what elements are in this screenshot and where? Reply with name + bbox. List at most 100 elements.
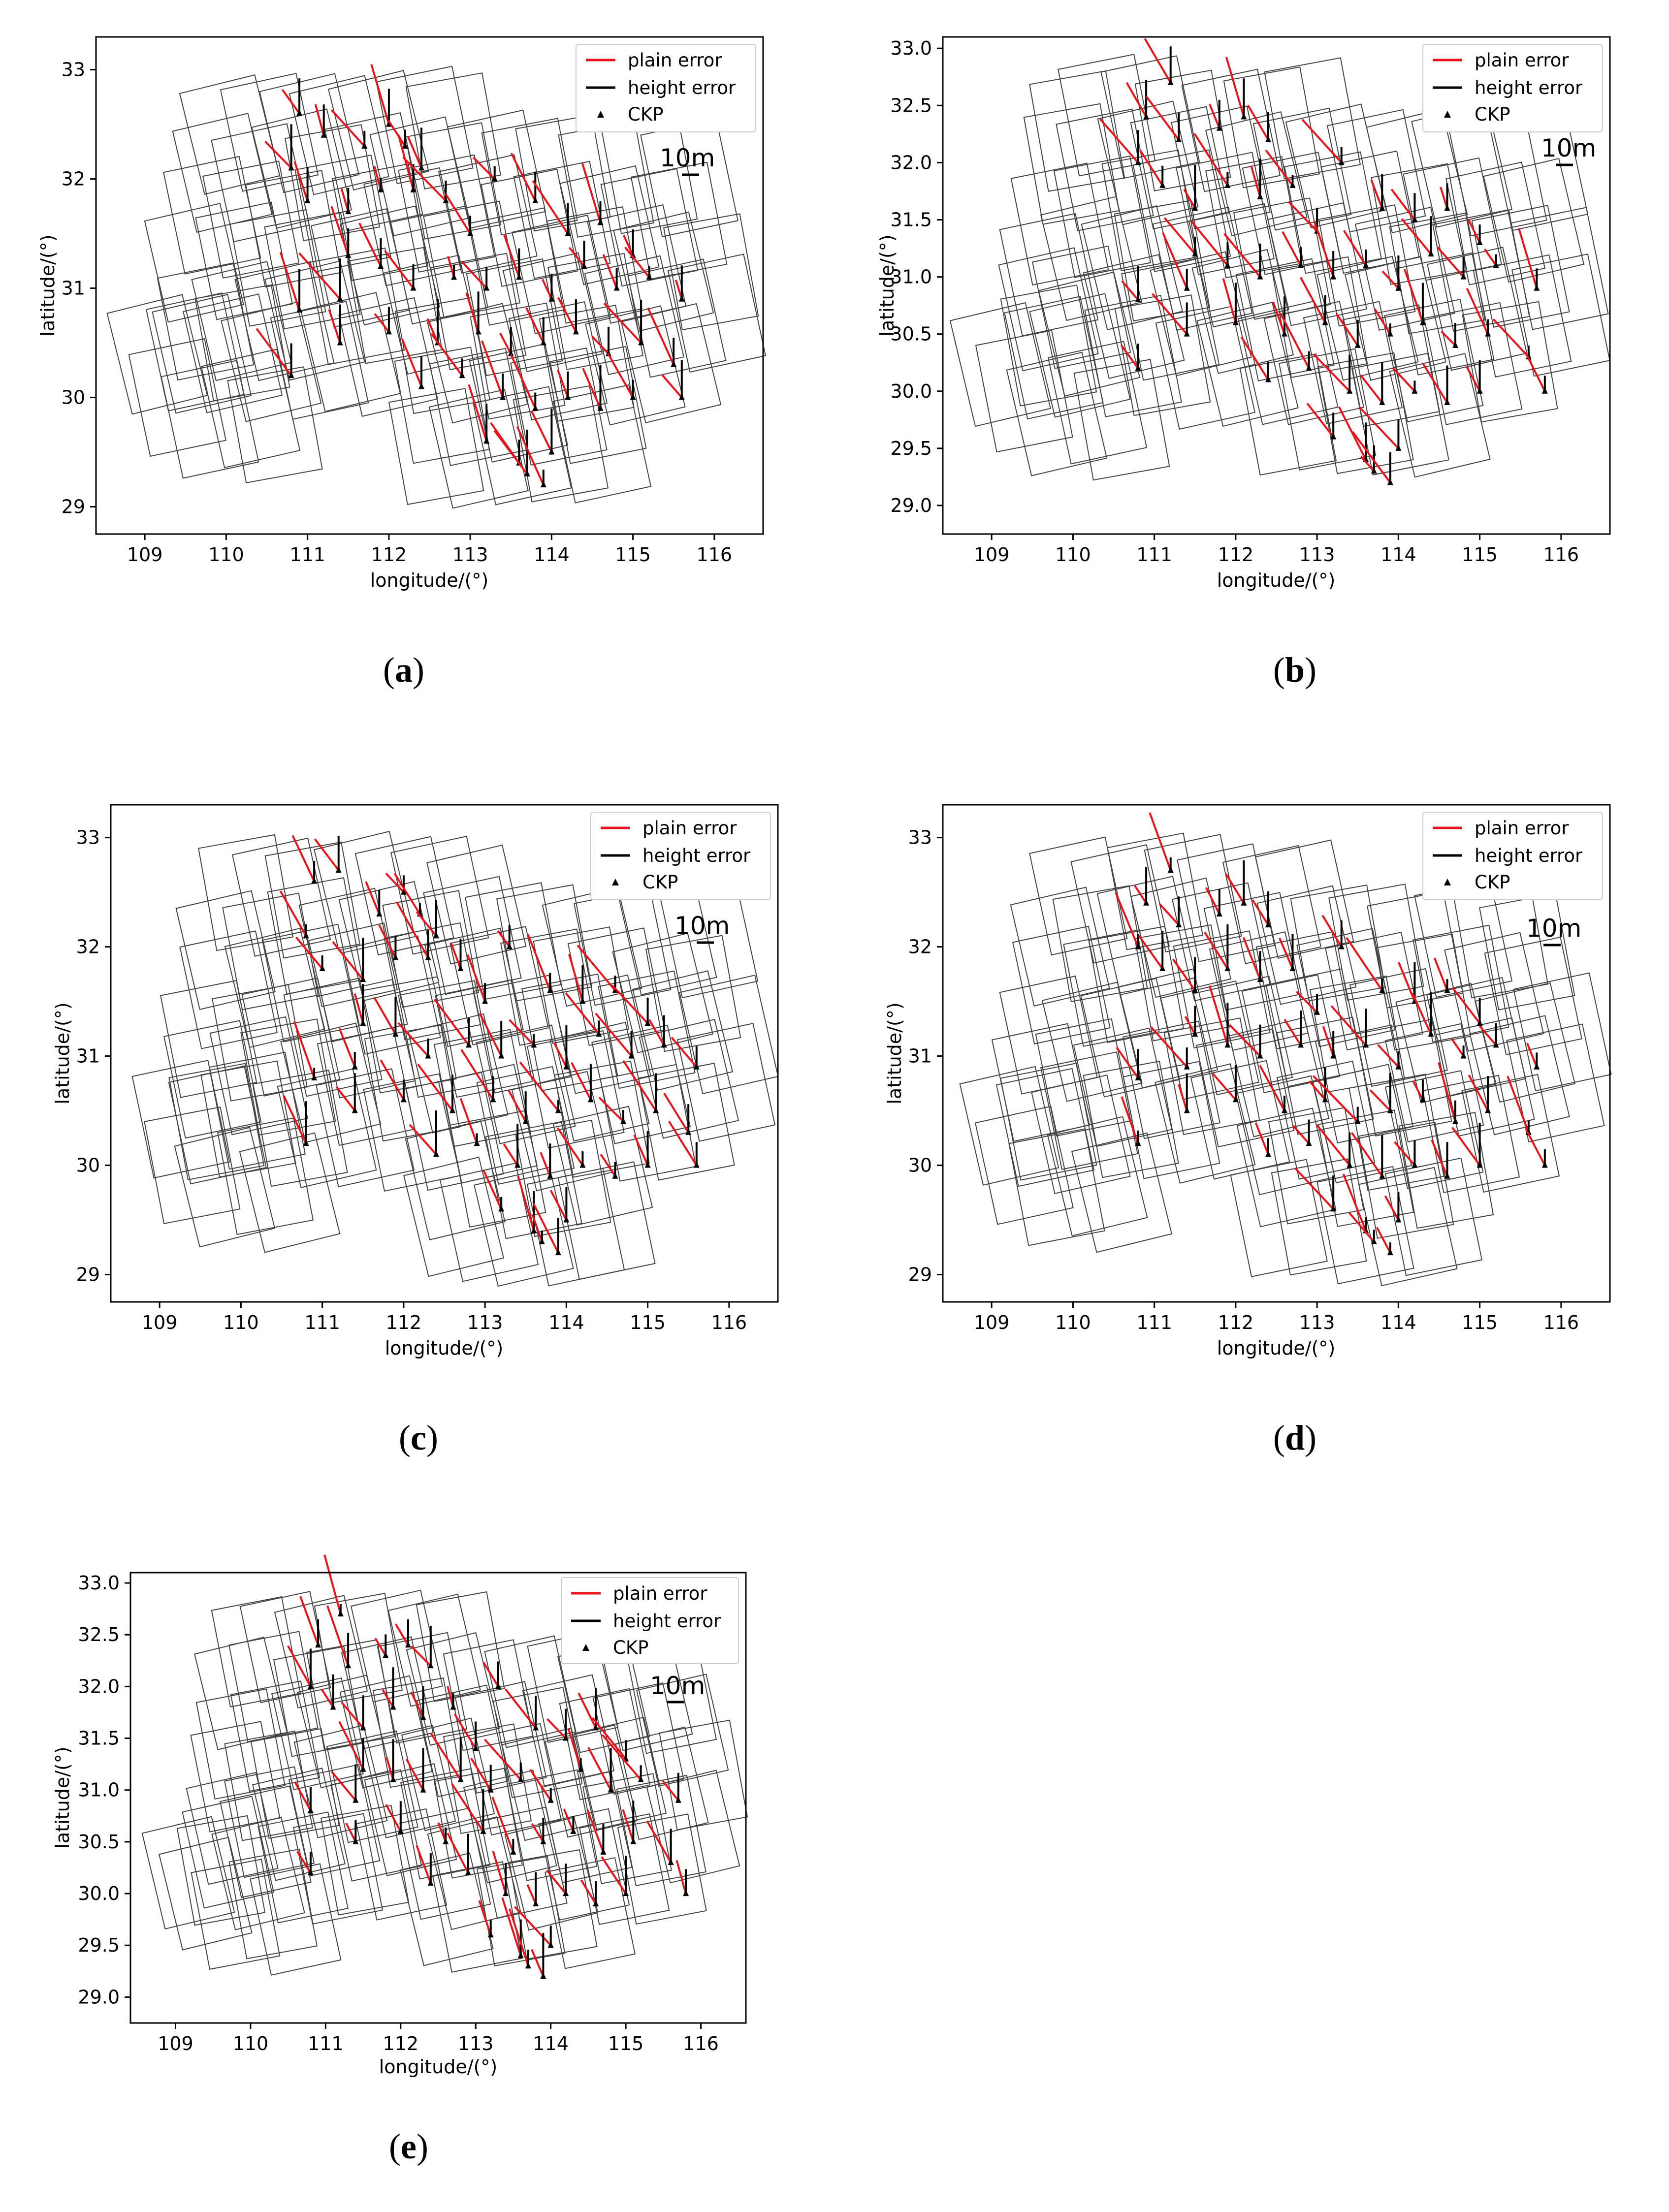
plain-error-vector — [1440, 187, 1448, 209]
plain-error-vector — [603, 302, 642, 344]
ckp-marker — [360, 976, 366, 982]
scene-footprint — [1398, 1112, 1494, 1229]
scene-footprint — [1316, 1166, 1414, 1285]
scene-footprint — [552, 384, 652, 504]
ckp-marker — [337, 339, 343, 346]
scene-footprint — [174, 1127, 276, 1248]
x-axis-title: longitude/(°) — [385, 1337, 504, 1359]
plain-error-vector — [586, 1809, 605, 1853]
x-axis-title: longitude/(°) — [370, 569, 489, 591]
plain-error-vector — [541, 279, 553, 300]
ckp-marker — [1135, 1139, 1141, 1146]
plain-error-vector — [397, 1022, 429, 1057]
scene-footprint — [439, 1163, 539, 1282]
scene-footprint — [582, 1773, 673, 1884]
plain-error-vector — [295, 936, 323, 970]
scene-footprint — [403, 1156, 505, 1277]
plain-error-vector — [1335, 313, 1359, 347]
ckp-marker — [360, 1765, 366, 1772]
ckp-marker — [1135, 1074, 1141, 1080]
y-tick-label: 31 — [908, 1045, 932, 1067]
plain-error-vector — [1205, 887, 1220, 915]
plain-error-vector — [1468, 1074, 1489, 1111]
plain-error-vector — [540, 1152, 551, 1177]
ckp-marker — [693, 1063, 700, 1070]
ckp-marker — [1541, 387, 1548, 394]
ckp-marker — [1265, 921, 1271, 928]
y-tick-label: 32.0 — [78, 1675, 120, 1697]
scene-footprint — [429, 348, 527, 466]
ckp-marker — [638, 1775, 644, 1782]
plain-error-vector — [385, 1757, 394, 1780]
ckp-marker — [1379, 986, 1385, 993]
plain-error-vector — [622, 1060, 657, 1111]
plain-error-vector — [453, 1713, 477, 1749]
scene-footprint — [474, 1167, 574, 1287]
plain-error-vector — [1272, 301, 1285, 335]
scene-footprint — [1083, 1060, 1179, 1178]
ckp-marker — [1363, 261, 1369, 268]
y-tick-label: 30 — [76, 1155, 100, 1176]
scene-footprint — [399, 1807, 491, 1920]
plain-error-vector — [370, 64, 390, 125]
plain-error-vector — [1313, 221, 1335, 278]
ckp-marker — [565, 229, 571, 236]
ckp-marker — [1192, 250, 1198, 257]
plain-error-vector — [394, 1623, 409, 1646]
error-vectors — [256, 64, 685, 488]
plain-error-vector — [451, 1783, 484, 1832]
ckp-marker — [337, 295, 343, 302]
plain-error-vector — [1284, 1018, 1302, 1046]
ckp-marker — [1371, 1237, 1377, 1244]
ckp-marker — [597, 219, 604, 225]
ckp-marker — [1412, 1161, 1418, 1168]
plain-error-vector — [517, 1175, 535, 1232]
plain-error-vector — [314, 104, 325, 136]
ckp-marker — [1159, 964, 1166, 971]
scene-footprint — [320, 1804, 410, 1916]
plain-error-vector — [491, 1797, 514, 1853]
plain-error-vector — [1121, 1096, 1139, 1144]
x-ticks: 109 110 111 112 113 114 115 116 — [974, 534, 1579, 566]
scene-footprint — [507, 1769, 598, 1881]
y-tick-label: 29.0 — [890, 495, 932, 516]
plain-error-vector — [671, 1037, 698, 1068]
legend-plain-label: plain error — [1475, 50, 1569, 71]
plain-error-vector — [1138, 935, 1163, 970]
plain-error-vector — [531, 1949, 545, 1977]
ckp-marker — [630, 393, 636, 400]
scene-footprint — [1056, 108, 1154, 231]
scene-footprint — [447, 109, 546, 229]
plain-error-vector — [338, 1721, 364, 1770]
scene-footprint — [1163, 1017, 1260, 1136]
scene-footprint — [1511, 253, 1610, 377]
ckp-marker — [390, 1775, 396, 1782]
scene-footprint — [339, 1675, 433, 1789]
ckp-marker — [1387, 1249, 1393, 1256]
ckp-marker — [315, 1641, 321, 1648]
plain-error-vector — [623, 235, 634, 256]
scene-footprint — [1278, 348, 1377, 471]
plain-error-vector — [1343, 230, 1367, 266]
plain-error-vector — [668, 1121, 698, 1166]
scene-footprint — [362, 1725, 456, 1838]
plain-error-vector — [598, 1097, 624, 1123]
legend-plain-label: plain error — [642, 818, 737, 839]
plain-error-vector — [1184, 1016, 1196, 1035]
scene-footprint — [639, 1018, 739, 1139]
x-tick-label: 110 — [233, 2033, 269, 2054]
plain-error-vector — [287, 1645, 312, 1687]
plain-error-vector — [326, 1605, 349, 1666]
plain-error-vector — [416, 1845, 432, 1884]
scene-footprint — [324, 112, 423, 232]
scene-footprint — [394, 347, 490, 464]
scene-footprint — [176, 1815, 266, 1926]
scene-footprint — [1123, 1061, 1220, 1179]
plain-error-vector — [563, 1808, 575, 1832]
plain-error-vector — [647, 307, 675, 365]
scene-footprint — [1031, 245, 1131, 369]
scene-footprint — [1484, 936, 1583, 1055]
scene-footprint — [217, 1117, 314, 1235]
plain-error-vector — [1151, 293, 1188, 335]
scene-footprint — [1290, 885, 1386, 1002]
